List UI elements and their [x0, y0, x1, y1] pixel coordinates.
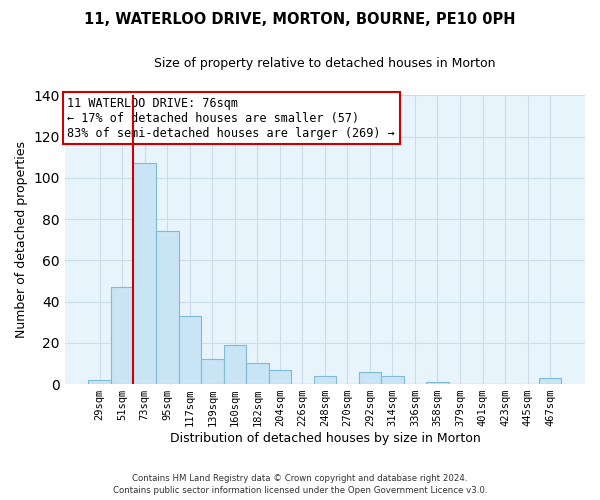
X-axis label: Distribution of detached houses by size in Morton: Distribution of detached houses by size …: [170, 432, 480, 445]
Text: Contains HM Land Registry data © Crown copyright and database right 2024.
Contai: Contains HM Land Registry data © Crown c…: [113, 474, 487, 495]
Bar: [133, 164, 156, 384]
Y-axis label: Number of detached properties: Number of detached properties: [15, 141, 28, 338]
Bar: [179, 316, 201, 384]
Bar: [269, 370, 291, 384]
Text: 11 WATERLOO DRIVE: 76sqm
← 17% of detached houses are smaller (57)
83% of semi-d: 11 WATERLOO DRIVE: 76sqm ← 17% of detach…: [67, 96, 395, 140]
Bar: [426, 382, 449, 384]
Bar: [88, 380, 111, 384]
Bar: [314, 376, 336, 384]
Bar: [111, 287, 133, 384]
Bar: [156, 232, 179, 384]
Bar: [359, 372, 381, 384]
Bar: [224, 345, 246, 384]
Text: 11, WATERLOO DRIVE, MORTON, BOURNE, PE10 0PH: 11, WATERLOO DRIVE, MORTON, BOURNE, PE10…: [84, 12, 516, 28]
Title: Size of property relative to detached houses in Morton: Size of property relative to detached ho…: [154, 58, 496, 70]
Bar: [201, 360, 224, 384]
Bar: [381, 376, 404, 384]
Bar: [246, 364, 269, 384]
Bar: [539, 378, 562, 384]
